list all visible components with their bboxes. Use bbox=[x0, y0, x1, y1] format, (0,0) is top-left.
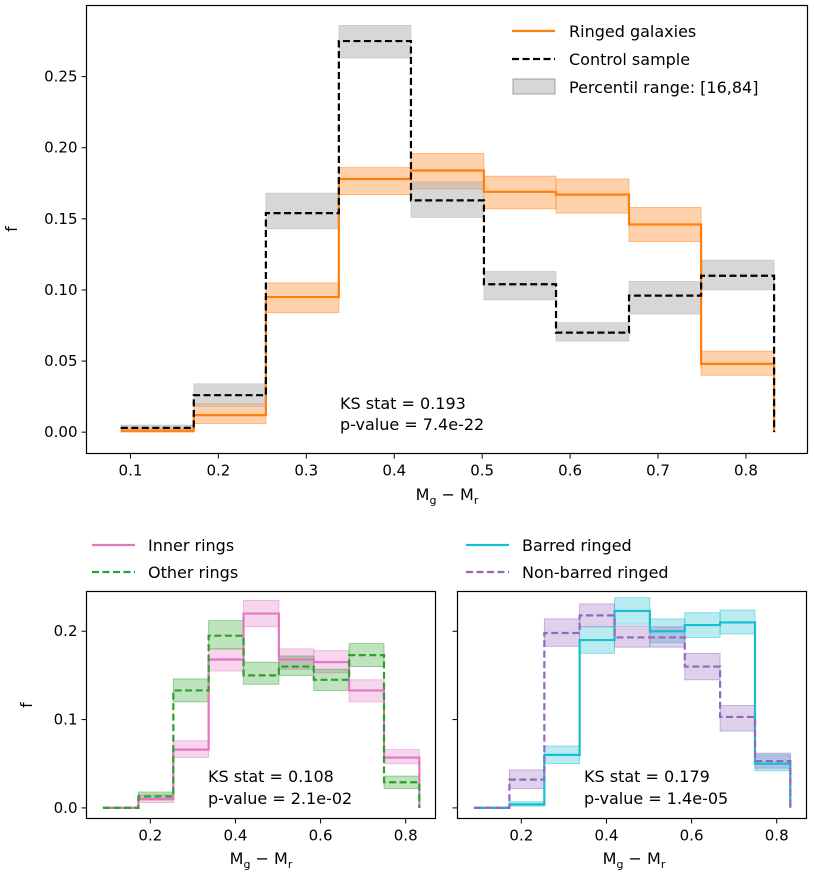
y-tick-label: 0.2 bbox=[54, 622, 78, 640]
top-ks-stat: KS stat = 0.193 bbox=[340, 394, 466, 413]
x-tick-label: 0.6 bbox=[309, 827, 333, 845]
series-line-non-barred-ringed bbox=[474, 614, 792, 810]
x-tick-label: 0.2 bbox=[509, 827, 533, 845]
x-tick-label: 0.4 bbox=[595, 827, 619, 845]
x-tick-label: 0.6 bbox=[558, 462, 582, 480]
top-y-axis-label: f bbox=[2, 226, 21, 232]
legend-label-control: Control sample bbox=[569, 50, 690, 69]
series-line-barred-ringed bbox=[474, 609, 792, 810]
series-line-ringed-galaxies bbox=[120, 169, 776, 433]
bottom-right-plot-area bbox=[473, 597, 792, 810]
top-legend: Ringed galaxies Control sample Percentil… bbox=[512, 22, 758, 97]
y-tick-label: 0.00 bbox=[44, 423, 77, 441]
bottom-right-x-axis-label: Mg − Mr bbox=[603, 849, 666, 871]
y-tick-label: 0.1 bbox=[54, 711, 78, 729]
bottom-left-axes-frame bbox=[85, 590, 437, 820]
x-tick-label: 0.4 bbox=[382, 462, 406, 480]
bottom-left-p-value: p-value = 2.1e-02 bbox=[208, 789, 352, 808]
top-ticks: 0.1 0.2 0.3 0.4 0.5 0.6 0.7 0.8 0.00 0.05 0.10 0.15… bbox=[44, 68, 758, 480]
band-ringed-galaxies-bin-6 bbox=[555, 178, 630, 214]
bottom-right-axes-frame bbox=[456, 590, 808, 820]
series-line-other-rings bbox=[103, 634, 421, 810]
y-tick-label: 0.05 bbox=[44, 352, 77, 370]
bottom-right-p-value: p-value = 1.4e-05 bbox=[584, 789, 728, 808]
series-line-control-sample bbox=[120, 39, 776, 433]
x-tick-label: 0.2 bbox=[138, 827, 162, 845]
legend-label-ringed: Ringed galaxies bbox=[569, 22, 696, 41]
bottom-left-y-axis-label: f bbox=[17, 702, 36, 708]
bottom-right-legend: Barred ringed Non-barred ringed bbox=[466, 536, 669, 582]
x-tick-label: 0.8 bbox=[765, 827, 789, 845]
legend-label-barred: Barred ringed bbox=[522, 536, 632, 555]
legend-label-nonbarred: Non-barred ringed bbox=[522, 563, 669, 582]
x-tick-label: 0.5 bbox=[470, 462, 494, 480]
y-tick-label: 0.25 bbox=[44, 68, 77, 86]
x-tick-label: 0.1 bbox=[119, 462, 143, 480]
bottom-right-panel: 0.2 0.4 0.6 0.8 Barred ringed Non-barred ri… bbox=[452, 536, 808, 871]
bottom-right-ks-stat: KS stat = 0.179 bbox=[584, 767, 710, 786]
bottom-left-plot-area bbox=[102, 599, 421, 810]
bottom-left-legend: Inner rings Other rings bbox=[92, 536, 238, 582]
y-tick-label: 0.20 bbox=[44, 139, 77, 157]
top-axes-frame bbox=[85, 4, 809, 455]
legend-label-other: Other rings bbox=[148, 563, 238, 582]
band-control-sample-bin-7 bbox=[628, 281, 702, 315]
legend-label-inner: Inner rings bbox=[148, 536, 234, 555]
band-other-rings-bin-4 bbox=[243, 661, 280, 685]
x-tick-label: 0.4 bbox=[224, 827, 248, 845]
x-tick-label: 0.3 bbox=[294, 462, 318, 480]
top-p-value: p-value = 7.4e-22 bbox=[340, 415, 484, 434]
band-ringed-galaxies-bin-3 bbox=[338, 167, 412, 196]
bottom-left-ks-stat: KS stat = 0.108 bbox=[208, 767, 334, 786]
legend-swatch-percentile bbox=[512, 78, 556, 95]
y-tick-label: 0.0 bbox=[54, 799, 78, 817]
y-tick-label: 0.10 bbox=[44, 281, 77, 299]
x-tick-label: 0.7 bbox=[646, 462, 670, 480]
top-plot-area bbox=[120, 25, 776, 433]
bottom-right-ticks: 0.2 0.4 0.6 0.8 bbox=[452, 630, 789, 845]
band-control-sample-bin-2 bbox=[265, 192, 340, 230]
x-tick-label: 0.6 bbox=[680, 827, 704, 845]
legend-label-percentile: Percentil range: [16,84] bbox=[569, 78, 758, 97]
y-tick-label: 0.15 bbox=[44, 210, 77, 228]
top-x-axis-label: Mg − Mr bbox=[416, 485, 479, 507]
bottom-left-x-axis-label: Mg − Mr bbox=[230, 849, 293, 871]
band-non-barred-ringed-bin-7 bbox=[719, 705, 756, 732]
x-tick-label: 0.2 bbox=[206, 462, 230, 480]
series-line-inner-rings bbox=[103, 612, 421, 810]
x-tick-label: 0.8 bbox=[394, 827, 418, 845]
bottom-left-ticks: 0.2 0.4 0.6 0.8 0.0 0.1 0.2 bbox=[54, 622, 418, 844]
bottom-left-panel: 0.2 0.4 0.6 0.8 0.0 0.1 0.2 Inner rings Other … bbox=[17, 536, 437, 871]
band-control-sample-bin-5 bbox=[483, 271, 557, 301]
x-tick-label: 0.8 bbox=[734, 462, 758, 480]
top-panel: 0.1 0.2 0.3 0.4 0.5 0.6 0.7 0.8 0.00 0.05 0.10 0.15… bbox=[2, 4, 809, 507]
